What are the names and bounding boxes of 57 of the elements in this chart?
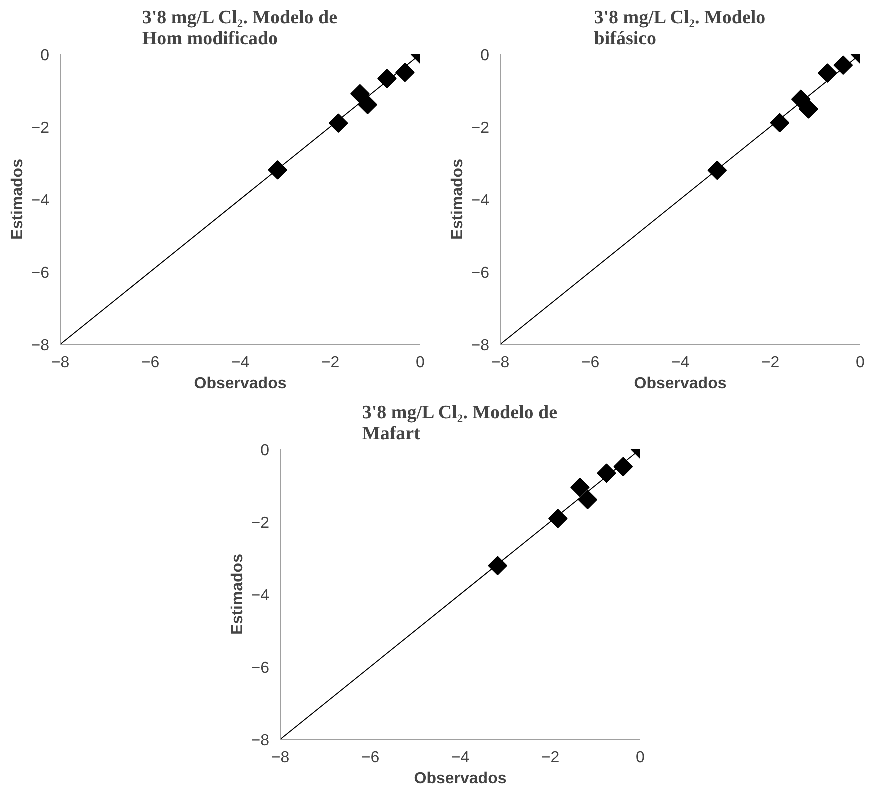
x-tick-label: 0 (636, 750, 646, 766)
point (488, 556, 508, 576)
point (268, 160, 288, 180)
point (378, 69, 397, 88)
point (350, 84, 370, 104)
point (799, 100, 818, 119)
point (548, 509, 568, 528)
y-tick-label: 0 (40, 48, 50, 64)
point (614, 457, 634, 477)
x-tick-label: −4 (451, 750, 470, 766)
point (834, 56, 854, 76)
x-tick-label: −2 (321, 354, 340, 372)
y-tick-label: −2 (31, 120, 50, 137)
x-tick-label: −6 (361, 750, 380, 766)
point (570, 478, 590, 498)
point (328, 114, 348, 134)
y-axis-title: Estimados (449, 158, 466, 240)
point (358, 95, 378, 115)
y-tick-label: −4 (251, 588, 270, 604)
y-tick-label: −6 (31, 265, 50, 282)
y-tick-label: −4 (31, 192, 50, 210)
y-axis-title: Estimados (229, 554, 246, 635)
y-tick-label: −4 (471, 192, 490, 210)
x-axis-title: Observados (414, 770, 507, 788)
chart-title: 3'8 mg/L Cl₂. Modelo bifásico (594, 8, 766, 50)
point (708, 160, 728, 180)
y-tick-label: −8 (251, 732, 270, 750)
x-tick-label: −6 (141, 354, 160, 372)
x-tick-label: −2 (761, 354, 780, 372)
x-tick-label: −6 (581, 354, 600, 372)
y-tick-label: −2 (471, 120, 490, 137)
chart-title: 3'8 mg/L Cl₂. Modelo de Mafart (362, 402, 558, 444)
y-axis-title: Estimados (9, 158, 26, 240)
point (791, 90, 811, 110)
x-tick-label: −8 (271, 750, 290, 766)
point (770, 113, 790, 133)
point (578, 490, 598, 510)
chart-title: 3'8 mg/L Cl₂. Modelo de Hom modificado (142, 8, 338, 50)
y-tick-label: −6 (251, 660, 270, 677)
y-tick-label: 0 (260, 442, 270, 460)
x-axis-title: Observados (194, 376, 287, 392)
y-tick-label: −6 (471, 265, 490, 282)
point (396, 62, 415, 82)
x-tick-label: 0 (856, 354, 866, 372)
y-tick-label: −8 (31, 338, 50, 354)
y-tick-label: 0 (480, 48, 490, 64)
x-tick-label: −4 (231, 354, 250, 372)
point (597, 464, 616, 484)
x-tick-label: 0 (416, 354, 426, 372)
x-tick-label: −4 (671, 354, 690, 372)
x-tick-label: −8 (51, 354, 70, 372)
x-axis-title: Observados (634, 376, 727, 392)
y-tick-label: −2 (251, 515, 270, 532)
y-tick-label: −8 (471, 338, 490, 354)
x-tick-label: −8 (491, 354, 510, 372)
point (818, 64, 838, 84)
x-tick-label: −2 (541, 750, 560, 766)
